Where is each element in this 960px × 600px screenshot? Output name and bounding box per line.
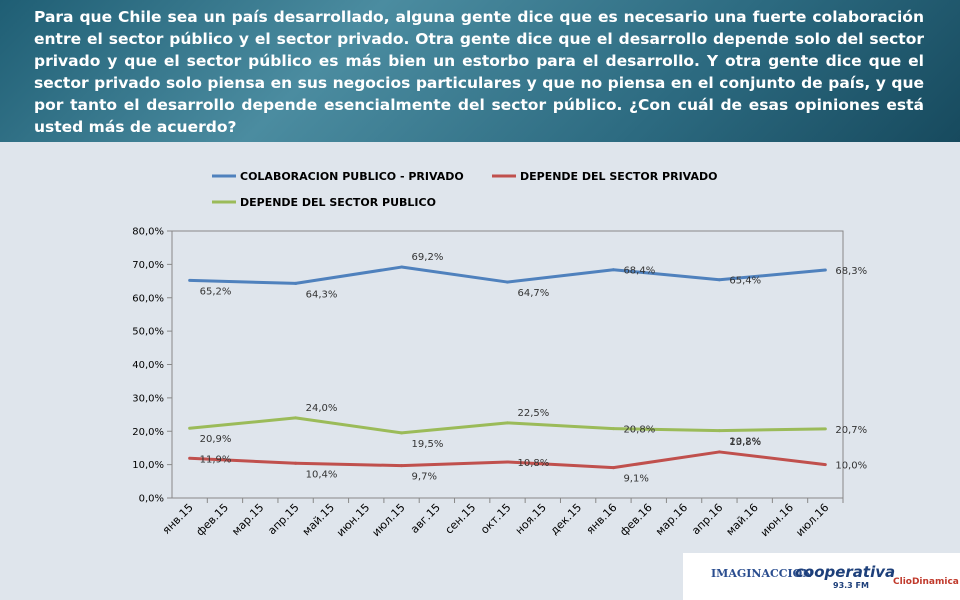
x-tick-label: июн.16: [758, 501, 796, 539]
series-line: [400, 460, 509, 468]
x-tick-label: мар.15: [229, 501, 266, 538]
y-tick-label: 80,0%: [132, 227, 164, 238]
y-tick-label: 60,0%: [132, 293, 164, 304]
series-line: [611, 427, 721, 433]
data-label: 11,9%: [200, 454, 232, 465]
x-tick-label: июл.15: [370, 501, 408, 539]
data-label: 20,2%: [729, 437, 761, 448]
series-line: [506, 421, 615, 431]
logo: 93.3 FM: [833, 581, 869, 590]
x-tick-label: апр.16: [689, 501, 725, 537]
y-tick-label: 20,0%: [132, 427, 164, 438]
x-tick-label: май.16: [724, 501, 761, 538]
x-tick-label: сен.15: [443, 501, 479, 537]
series-line: [400, 265, 509, 284]
series-line: [717, 268, 827, 282]
x-tick-label: фев.15: [194, 501, 232, 539]
logo: IMAGINACCION: [711, 567, 813, 580]
data-label: 24,0%: [306, 403, 338, 414]
data-label: 9,7%: [412, 472, 437, 483]
logo-bar: IMAGINACCION cooperativa 93.3 FM ClioDin…: [683, 553, 960, 600]
data-label: 9,1%: [623, 474, 648, 485]
x-tick-label: май.15: [300, 501, 337, 538]
question-text: Para que Chile sea un país desarrollado,…: [34, 8, 924, 136]
series-line: [506, 460, 615, 470]
y-tick-label: 70,0%: [132, 260, 164, 271]
data-label: 69,2%: [412, 252, 444, 263]
data-label: 20,9%: [200, 434, 232, 445]
data-label: 65,4%: [729, 276, 761, 287]
x-tick-label: дек.15: [548, 501, 584, 537]
series-line: [188, 416, 298, 430]
x-tick-label: фев.16: [617, 501, 655, 539]
data-label: 19,5%: [412, 439, 444, 450]
series-line: [400, 421, 509, 435]
data-label: 13,8%: [729, 437, 761, 448]
logo: ClioDinamica: [893, 577, 959, 587]
x-tick-label: ноя.15: [513, 501, 549, 537]
data-label: 64,7%: [518, 288, 550, 299]
series-line: [717, 450, 827, 467]
series-line: [294, 416, 404, 435]
x-tick-label: мар.16: [653, 501, 690, 538]
header: Para que Chile sea un país desarrollado,…: [0, 0, 960, 142]
x-tick-label: апр.15: [265, 501, 301, 537]
x-tick-label: окт.15: [478, 501, 514, 537]
data-label: 10,4%: [306, 469, 338, 480]
y-tick-label: 0,0%: [139, 494, 164, 505]
plot-area: [171, 230, 844, 499]
y-tick-label: 40,0%: [132, 360, 164, 371]
x-tick-label: июн.15: [334, 501, 372, 539]
data-label: 20,7%: [835, 425, 867, 436]
chart: 0,0% 10,0% 20,0% 30,0% 40,0% 50,0% 60,0% 70,0% 8…: [132, 170, 867, 539]
data-label: 64,3%: [306, 289, 338, 300]
data-label: 65,2%: [200, 286, 232, 297]
series-line: [611, 268, 721, 282]
data-label: 10,8%: [518, 458, 550, 469]
data-label: 68,3%: [835, 266, 867, 277]
series-line: [506, 268, 615, 284]
data-label: 22,5%: [518, 408, 550, 419]
y-tick-label: 10,0%: [132, 460, 164, 471]
x-tick-label: июл.16: [793, 501, 831, 539]
x-tick-label: янв.16: [584, 501, 620, 537]
series-line: [188, 278, 298, 285]
y-tick-label: 30,0%: [132, 393, 164, 404]
x-tick-label: авг.15: [408, 501, 443, 536]
data-label: 20,8%: [623, 425, 655, 436]
legend-label: DEPENDE DEL SECTOR PRIVADO: [520, 170, 717, 183]
y-tick-label: 50,0%: [132, 327, 164, 338]
legend-label: COLABORACION PUBLICO - PRIVADO: [240, 170, 464, 183]
data-label: 68,4%: [623, 266, 655, 277]
data-label: 10,0%: [835, 461, 867, 472]
legend-label: DEPENDE DEL SECTOR PUBLICO: [240, 196, 436, 209]
series-line: [294, 265, 404, 285]
logo: cooperativa: [795, 563, 896, 581]
series-line: [188, 456, 298, 465]
x-tick-label: янв.15: [160, 501, 196, 537]
series-line: [717, 427, 827, 433]
series-line: [611, 450, 721, 470]
series-line: [294, 461, 404, 468]
